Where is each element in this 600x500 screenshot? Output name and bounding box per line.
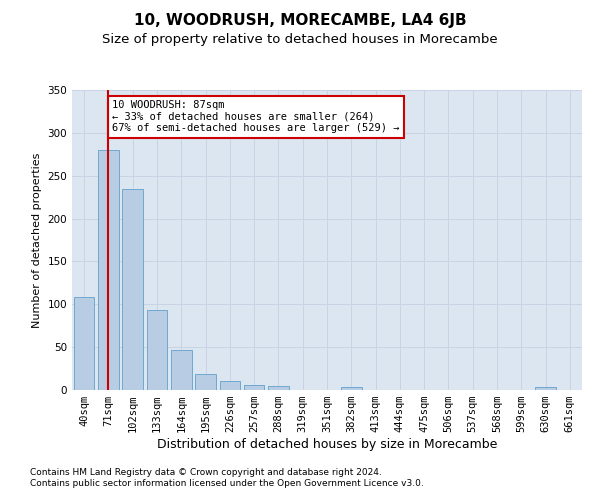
Text: 10 WOODRUSH: 87sqm
← 33% of detached houses are smaller (264)
67% of semi-detach: 10 WOODRUSH: 87sqm ← 33% of detached hou… (112, 100, 400, 134)
Bar (220, 380, 240, 390)
Bar (341, 388, 362, 390)
Bar (146, 310, 167, 390)
Bar (74, 298, 94, 390)
X-axis label: Distribution of detached houses by size in Morecambe: Distribution of detached houses by size … (157, 438, 497, 451)
Bar (122, 188, 143, 390)
Text: Size of property relative to detached houses in Morecambe: Size of property relative to detached ho… (102, 32, 498, 46)
Bar (268, 386, 289, 390)
Text: Contains HM Land Registry data © Crown copyright and database right 2024.
Contai: Contains HM Land Registry data © Crown c… (30, 468, 424, 487)
Bar (535, 388, 556, 390)
Bar (98, 150, 119, 390)
Bar (244, 385, 265, 390)
Text: 10, WOODRUSH, MORECAMBE, LA4 6JB: 10, WOODRUSH, MORECAMBE, LA4 6JB (134, 12, 466, 28)
Bar (195, 374, 216, 390)
Bar (171, 350, 191, 390)
Y-axis label: Number of detached properties: Number of detached properties (32, 152, 42, 328)
